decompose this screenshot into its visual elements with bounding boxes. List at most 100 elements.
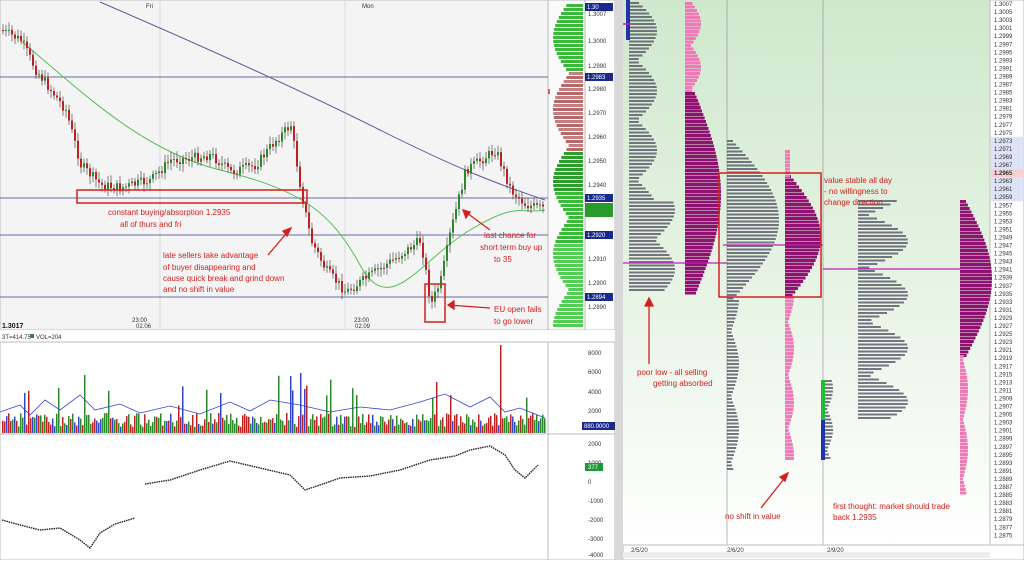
annotation-value-stable-3: change direction: [824, 198, 883, 207]
volume-bar: [390, 415, 392, 433]
tpo-profile-bar: [960, 336, 976, 340]
tpo-letter-row: [629, 117, 639, 120]
tpo-profile-bar: [960, 428, 966, 432]
market-profile-chart[interactable]: poor low - all selling getting absorbed …: [622, 0, 1024, 561]
pane-divider[interactable]: [615, 0, 623, 560]
volume-bar: [396, 415, 398, 433]
volume-bar: [178, 405, 180, 433]
volume-profile-bar: [557, 236, 583, 239]
volume-bar: [504, 417, 506, 433]
volume-bar: [78, 416, 80, 433]
tpo-profile-bar: [685, 221, 719, 225]
candle-body: [356, 286, 358, 292]
volume-bar: [276, 414, 278, 433]
tpo-letter-row: [858, 382, 887, 384]
volume-bar: [524, 424, 526, 433]
tpo-letter-row: [629, 121, 639, 123]
tpo-letter-row: [727, 342, 736, 344]
volume-profile-bar: [554, 244, 583, 247]
tpo-profile-bar: [785, 189, 802, 192]
volume-bar: [112, 417, 114, 433]
tpo-letter-row: [727, 147, 740, 149]
volume-bar: [126, 416, 128, 433]
candle-body: [8, 29, 10, 31]
tpo-profile-bar: [685, 137, 712, 141]
tpo-letter-row: [823, 380, 832, 382]
profile-price-tick: 1.2937: [994, 284, 1013, 290]
tpo-profile-bar: [685, 92, 695, 95]
candle-body: [413, 245, 415, 250]
tpo-profile-bar: [960, 393, 968, 397]
tpo-profile-bar: [685, 16, 701, 19]
tpo-letter-row: [727, 328, 732, 330]
tpo-profile-bar: [685, 155, 717, 158]
volume-profile-bar: [554, 264, 583, 267]
profile-price-tick: 1.2949: [994, 235, 1013, 241]
candle-body: [17, 35, 19, 39]
candle-body: [221, 163, 223, 166]
tpo-letter-row: [823, 436, 833, 438]
candle-body: [272, 144, 274, 147]
tpo-letter-row: [727, 380, 737, 383]
tpo-profile-bar: [685, 249, 712, 253]
volume-bar: [86, 415, 88, 433]
candle-body: [41, 74, 43, 81]
tpo-letter-row: [858, 417, 891, 419]
tpo-profile-bar: [785, 213, 817, 217]
candle-body: [425, 257, 427, 270]
candle-body: [29, 48, 31, 55]
candle-body: [137, 179, 139, 186]
candle-body: [446, 245, 448, 261]
tpo-letter-row: [858, 357, 901, 360]
candle-body: [518, 197, 520, 199]
profile-price-tick: 1.2971: [994, 147, 1013, 153]
volume-bar: [366, 422, 368, 433]
tpo-profile-bar: [960, 477, 964, 481]
volume-profile-bar: [565, 212, 583, 215]
volume-bar: [42, 421, 44, 433]
tpo-profile-bar: [960, 435, 968, 439]
tpo-letter-row: [727, 454, 734, 456]
profile-price-tick: 1.2887: [994, 485, 1013, 491]
tpo-profile-bar: [960, 488, 966, 491]
tpo-letter-row: [727, 443, 738, 446]
volume-bar: [434, 414, 436, 433]
candle-body: [497, 152, 499, 156]
tpo-profile-bar: [785, 224, 820, 227]
tpo-profile-bar: [960, 453, 968, 456]
tpo-letter-row: [823, 429, 833, 431]
volume-bar: [24, 392, 26, 433]
volume-bar: [392, 419, 394, 433]
tpo-letter-row: [629, 222, 671, 225]
tpo-profile-bar: [960, 446, 968, 449]
profile-price-tick: 1.2895: [994, 453, 1013, 459]
tpo-letter-row: [823, 394, 833, 396]
volume-bar: [344, 416, 346, 433]
tpo-letter-row: [629, 79, 655, 81]
volume-profile-bar: [555, 24, 583, 27]
tpo-letter-row: [858, 270, 875, 272]
tpo-profile-bar: [685, 169, 720, 172]
volume-bar: [358, 416, 360, 433]
candle-body: [305, 203, 307, 213]
tpo-profile-bar: [960, 463, 967, 467]
price-axis-tick: 1.2990: [588, 64, 607, 70]
tpo-letter-row: [727, 241, 775, 244]
tpo-profile-bar: [685, 23, 701, 26]
tpo-letter-row: [823, 453, 829, 456]
tpo-letter-row: [727, 324, 734, 327]
candle-body: [59, 97, 61, 102]
candlestick-chart-panel[interactable]: Fri Mon 1.3007 1.3000 1.2990 1.2980 1.2970 1.…: [0, 0, 616, 561]
market-profile-panel[interactable]: poor low - all selling getting absorbed …: [622, 0, 1024, 561]
tpo-profile-bar: [960, 305, 989, 308]
tpo-letter-row: [727, 394, 732, 397]
volume-profile-bar: [555, 48, 583, 51]
tpo-letter-row: [727, 422, 739, 425]
tpo-profile-bar: [960, 456, 968, 460]
volume-bar: [166, 421, 168, 433]
volume-bar: [8, 413, 10, 433]
candlestick-chart[interactable]: Fri Mon 1.30071.30001.29901.29801.29701.…: [0, 0, 616, 561]
volume-bar: [184, 423, 186, 433]
tpo-profile-bar: [685, 179, 721, 183]
tpo-profile-bar: [785, 404, 794, 408]
